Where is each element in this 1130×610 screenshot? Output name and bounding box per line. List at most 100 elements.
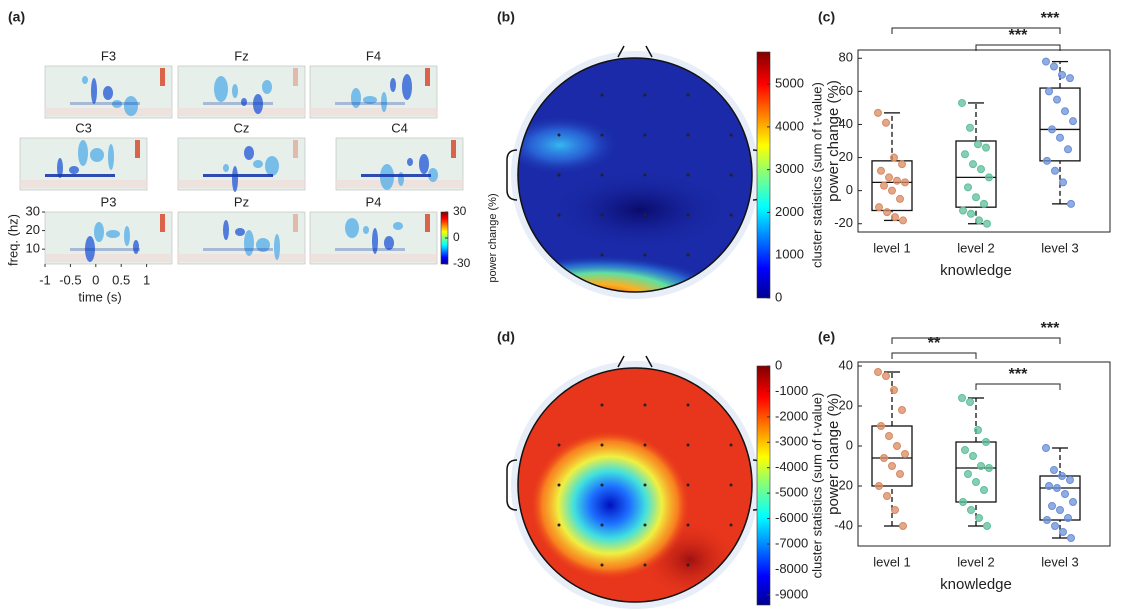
spectrogram-hot (293, 140, 298, 158)
spectrogram-stripe (203, 174, 273, 177)
point (959, 99, 966, 106)
electrode (558, 134, 561, 137)
colorbar-tick-label: -3000 (775, 434, 808, 449)
colorbar-tick-label: -8000 (775, 561, 808, 576)
colorbar-label: power change (%) (487, 193, 499, 282)
electrode (558, 484, 561, 487)
point (970, 453, 977, 460)
x-tick-label: level 3 (1041, 554, 1079, 569)
spectrogram-blob (214, 76, 228, 102)
point (1051, 63, 1058, 70)
point (1052, 167, 1059, 174)
electrode (687, 444, 690, 447)
spectrogram-band (178, 254, 305, 262)
electrode (601, 254, 604, 257)
spectrogram-band (178, 108, 305, 116)
point (1059, 473, 1066, 480)
point (878, 167, 885, 174)
electrode (601, 524, 604, 527)
electrode (601, 404, 604, 407)
x-tick-label: 0.5 (112, 272, 130, 287)
colorbar-tick-label: 0 (775, 289, 782, 304)
spectrogram-hot (451, 140, 456, 158)
electrode (730, 484, 733, 487)
x-axis-label: knowledge (940, 262, 1012, 279)
point (899, 161, 906, 168)
y-tick-label: 30 (26, 203, 40, 218)
panel-label: (b) (497, 9, 515, 25)
significance-bracket (892, 353, 976, 359)
point (986, 465, 993, 472)
point (900, 217, 907, 224)
electrode (730, 134, 733, 137)
colorbar-tick-label: -5000 (775, 485, 808, 500)
spectrogram-band (310, 108, 437, 116)
point (883, 373, 890, 380)
spectrogram-band (45, 108, 172, 116)
spectrogram-stripe (70, 248, 140, 251)
colorbar-tick-label: -7000 (775, 535, 808, 550)
electrode (687, 134, 690, 137)
electrode (644, 214, 647, 217)
point (1044, 517, 1051, 524)
colorbar-tick-label: 0 (453, 230, 460, 244)
point (1067, 477, 1074, 484)
topomap (470, 46, 763, 345)
point (983, 144, 990, 151)
point (968, 210, 975, 217)
channel-label: Pz (234, 194, 249, 209)
point (968, 507, 975, 514)
panel-label: (a) (8, 9, 25, 25)
electrode (687, 484, 690, 487)
colorbar-tick-label: -6000 (775, 510, 808, 525)
spectrogram-blob (345, 218, 359, 238)
colorbar-tick-label: 3000 (775, 161, 804, 176)
point (967, 124, 974, 131)
spectrogram-blob (393, 222, 403, 230)
y-tick-label: 20 (26, 222, 40, 237)
y-tick-label: -20 (834, 215, 853, 230)
y-tick-label: 10 (26, 241, 40, 256)
significance-label: ** (928, 335, 941, 352)
spectrogram-blob (384, 236, 394, 250)
electrode (601, 174, 604, 177)
spectrogram-blob (232, 84, 238, 98)
electrode (687, 404, 690, 407)
point (891, 154, 898, 161)
spectrogram-blob (91, 78, 97, 104)
spectrogram-blob (244, 146, 254, 160)
point (892, 507, 899, 514)
spectrogram-blob (103, 86, 113, 100)
point (970, 161, 977, 168)
y-tick-label: 0 (846, 437, 853, 452)
electrode (730, 174, 733, 177)
x-tick-label: level 1 (873, 554, 911, 569)
channel-label: C4 (391, 120, 408, 135)
point (1062, 491, 1069, 498)
point (965, 471, 972, 478)
point (886, 174, 893, 181)
spectrogram-blob (78, 140, 88, 166)
electrode (730, 524, 733, 527)
electrode (644, 564, 647, 567)
spectrogram-stripe (335, 248, 405, 251)
x-tick-label: 1 (143, 272, 150, 287)
spectrogram-blob (253, 160, 263, 168)
x-tick-label: -1 (39, 272, 51, 287)
electrode (601, 94, 604, 97)
electrode (644, 484, 647, 487)
colorbar-tick-label: 2000 (775, 204, 804, 219)
point (878, 423, 885, 430)
point (978, 166, 985, 173)
spectrogram-blob (82, 76, 88, 84)
x-tick-label: level 1 (873, 240, 911, 255)
electrode (644, 524, 647, 527)
spectrogram-blob (402, 74, 412, 100)
point (1060, 179, 1067, 186)
spectrogram-band (178, 180, 305, 188)
panel-label: (d) (497, 329, 515, 345)
point (891, 387, 898, 394)
spectrogram-stripe (335, 102, 405, 105)
point (1043, 445, 1050, 452)
spectrogram-blob (124, 226, 130, 246)
